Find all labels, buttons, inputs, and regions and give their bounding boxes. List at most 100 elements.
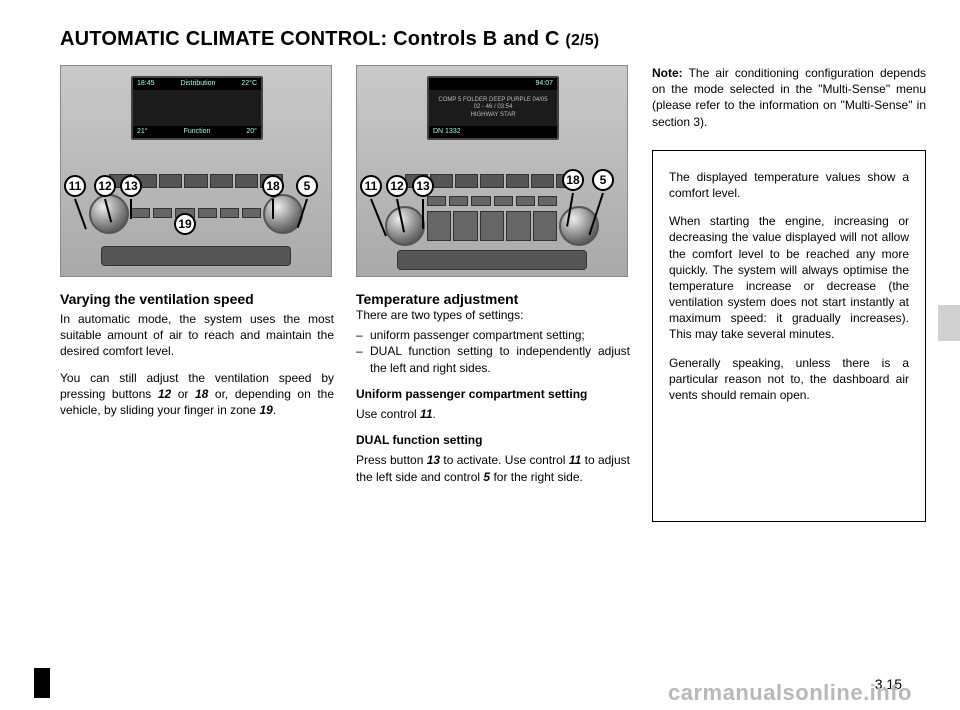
col2-heading: Temperature adjustment bbox=[356, 291, 630, 307]
side-tab bbox=[938, 305, 960, 341]
screen-bot-bar: DN 1332 bbox=[429, 126, 557, 138]
list-item: uniform passenger compartment setting; bbox=[356, 327, 630, 343]
button-row bbox=[109, 174, 283, 188]
col-3: Note: The air conditioning configuration… bbox=[652, 65, 926, 522]
figure-left: 18:45 Distribution 22°C 21° Function 20° bbox=[60, 65, 332, 277]
btn bbox=[159, 174, 182, 188]
box-p2: When starting the engine, increasing or … bbox=[669, 213, 909, 343]
mid-btns bbox=[427, 211, 557, 241]
manual-page: AUTOMATIC CLIMATE CONTROL: Controls B an… bbox=[0, 0, 960, 710]
title-main: AUTOMATIC CLIMATE CONTROL: Controls B an… bbox=[60, 28, 565, 50]
col2-p1: There are two types of settings: bbox=[356, 307, 630, 323]
bottom-bar bbox=[397, 250, 587, 270]
left-knob bbox=[385, 206, 425, 246]
ref-12: 12 bbox=[158, 387, 171, 401]
ref-11: 11 bbox=[420, 407, 432, 421]
ref-13: 13 bbox=[427, 453, 440, 467]
btn bbox=[455, 174, 478, 188]
btn bbox=[533, 211, 557, 241]
col1-p1: In automatic mode, the system uses the m… bbox=[60, 311, 334, 360]
btn bbox=[235, 174, 258, 188]
screen-time: 18:45 bbox=[137, 80, 155, 88]
thumb-index-mark bbox=[34, 668, 50, 698]
btn bbox=[184, 174, 207, 188]
col2-list: uniform passenger compartment setting; D… bbox=[356, 327, 630, 376]
btn bbox=[134, 174, 157, 188]
screen-botl: 21° bbox=[137, 128, 148, 136]
btn bbox=[405, 174, 428, 188]
ref-11: 11 bbox=[569, 453, 581, 467]
console-screen: 18:45 Distribution 22°C 21° Function 20° bbox=[131, 76, 263, 140]
button-row bbox=[405, 174, 579, 188]
btn bbox=[449, 196, 468, 206]
btn bbox=[480, 211, 504, 241]
col1-p2: You can still adjust the ventilation spe… bbox=[60, 370, 334, 419]
knob-row bbox=[61, 194, 331, 234]
console-screen: 94:07 COMP 5 FOLDER DEEP PURPLE 04/05 02… bbox=[427, 76, 559, 140]
screen-tr: 94:07 bbox=[535, 80, 553, 88]
line3: HIGHWAY STAR bbox=[438, 112, 547, 119]
title-sub: (2/5) bbox=[565, 32, 599, 49]
t: or bbox=[171, 387, 195, 401]
screen-mid: COMP 5 FOLDER DEEP PURPLE 04/05 02 - 46 … bbox=[435, 92, 551, 124]
list-item: DUAL function setting to independently a… bbox=[356, 343, 630, 375]
col2-p2: Use control 11. bbox=[356, 406, 630, 422]
bottom-bar bbox=[101, 246, 291, 266]
box-p1: The displayed temperature values show a … bbox=[669, 169, 909, 201]
btn bbox=[453, 211, 477, 241]
info-box: The displayed temperature values show a … bbox=[652, 150, 926, 522]
t: for the right side. bbox=[490, 470, 583, 484]
col-1: 18:45 Distribution 22°C 21° Function 20° bbox=[60, 65, 334, 522]
knob-row bbox=[357, 206, 627, 246]
screen-bl: DN 1332 bbox=[433, 128, 461, 136]
btn bbox=[427, 196, 446, 206]
t: to activate. Use control bbox=[440, 453, 569, 467]
btn bbox=[471, 196, 490, 206]
col2-p3: Press button 13 to activate. Use control… bbox=[356, 452, 630, 484]
col2-h3: DUAL function setting bbox=[356, 432, 630, 448]
left-knob bbox=[89, 194, 129, 234]
btn bbox=[109, 174, 132, 188]
btn bbox=[260, 174, 283, 188]
figure-right-wrap: 94:07 COMP 5 FOLDER DEEP PURPLE 04/05 02… bbox=[356, 65, 628, 277]
note-label: Note: bbox=[652, 66, 683, 80]
line2: 02 - 46 / 03:54 bbox=[438, 104, 547, 111]
figure-left-wrap: 18:45 Distribution 22°C 21° Function 20° bbox=[60, 65, 332, 277]
btn bbox=[480, 174, 503, 188]
t: . bbox=[433, 407, 436, 421]
line1: COMP 5 FOLDER DEEP PURPLE 04/05 bbox=[438, 97, 547, 104]
btn bbox=[427, 211, 451, 241]
watermark: carmanualsonline.info bbox=[668, 680, 912, 706]
btn bbox=[556, 174, 579, 188]
screen-botm: Function bbox=[184, 128, 211, 136]
columns: 18:45 Distribution 22°C 21° Function 20° bbox=[60, 65, 926, 522]
box-p3: Generally speaking, unless there is a pa… bbox=[669, 355, 909, 404]
btn bbox=[516, 196, 535, 206]
t: Use control bbox=[356, 407, 420, 421]
note-text: The air conditioning configuration depen… bbox=[652, 66, 926, 129]
page-title: AUTOMATIC CLIMATE CONTROL: Controls B an… bbox=[60, 28, 926, 51]
ref-18: 18 bbox=[195, 387, 208, 401]
btn bbox=[506, 211, 530, 241]
col-2: 94:07 COMP 5 FOLDER DEEP PURPLE 04/05 02… bbox=[356, 65, 630, 522]
btn bbox=[430, 174, 453, 188]
btn bbox=[506, 174, 529, 188]
note-paragraph: Note: The air conditioning configuration… bbox=[652, 65, 926, 130]
screen-bot-bar: 21° Function 20° bbox=[133, 126, 261, 138]
button-row-2 bbox=[427, 196, 557, 206]
btn bbox=[538, 196, 557, 206]
col1-heading: Varying the ventilation speed bbox=[60, 291, 334, 307]
screen-topr: 22°C bbox=[241, 80, 257, 88]
ref-19: 19 bbox=[259, 403, 272, 417]
col2-h2: Uniform passenger compartment setting bbox=[356, 386, 630, 402]
screen-topmid: Distribution bbox=[180, 80, 215, 88]
btn bbox=[210, 174, 233, 188]
btn bbox=[531, 174, 554, 188]
t: Press button bbox=[356, 453, 427, 467]
right-knob bbox=[559, 206, 599, 246]
subhead: Uniform passenger compartment setting bbox=[356, 387, 587, 401]
screen-top-bar: 18:45 Distribution 22°C bbox=[133, 78, 261, 90]
screen-top-bar: 94:07 bbox=[429, 78, 557, 90]
figure-right: 94:07 COMP 5 FOLDER DEEP PURPLE 04/05 02… bbox=[356, 65, 628, 277]
screen-botr: 20° bbox=[246, 128, 257, 136]
